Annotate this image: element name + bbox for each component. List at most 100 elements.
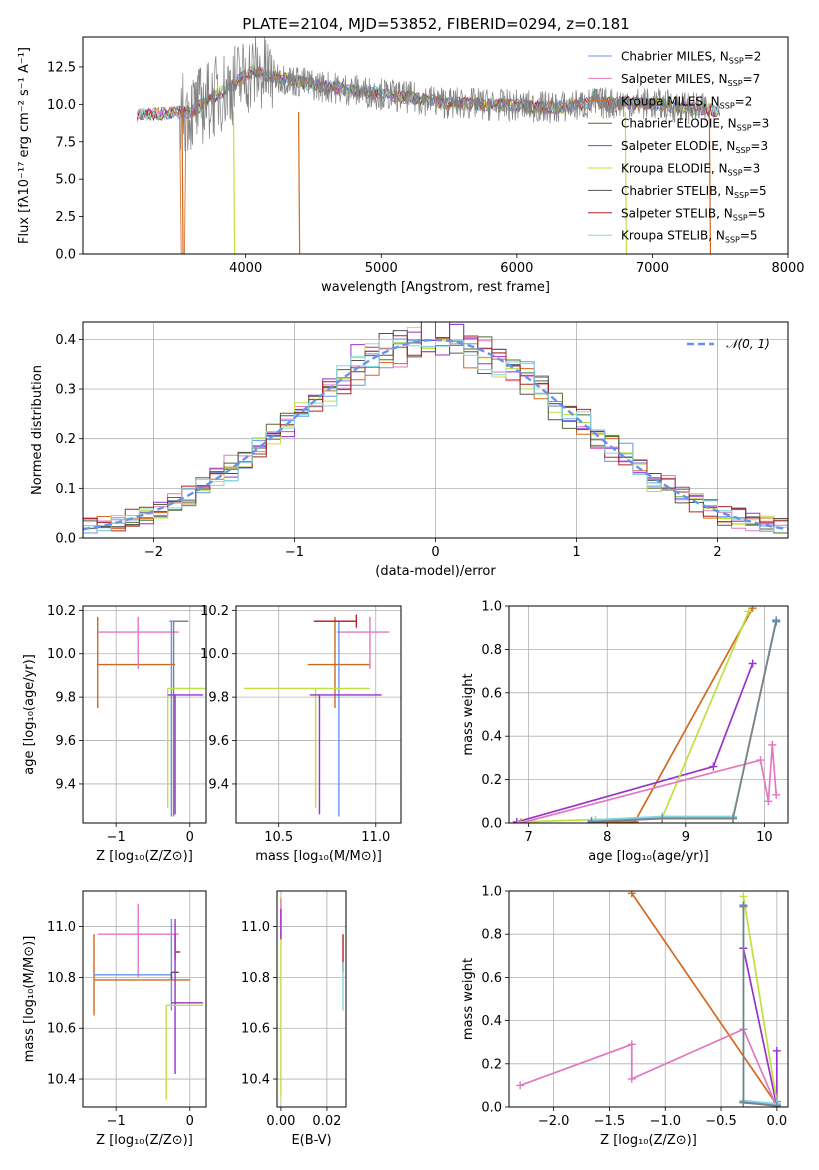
weight-marker [772,790,781,799]
y-tick-label: 10.4 [241,1073,270,1088]
y-tick-label: 5.0 [55,173,76,188]
spectrum-edge-line [624,111,627,254]
weight-lines [516,891,781,1107]
y-tick-label: 10.0 [47,647,76,662]
plot-frame [82,36,789,255]
x-tick-label: 0.02 [312,1114,341,1129]
spectrum-legend: Chabrier MILES, NSSP=2 Salpeter MILES, NS… [588,50,769,245]
weight-marker [627,1074,636,1083]
mass-vs-Z-panel: −1 0 10.4 10.6 10.8 11.0 Z [log₁₀(Z/Z⊙)] mass [… [22,890,207,1148]
x-tick-label: 8 [603,830,611,845]
x-tick-label: 5000 [365,261,398,276]
weight-marker [744,607,753,616]
x-axis-label: mass [log₁₀(M/M⊙)] [255,849,382,864]
y-tick-label: 0.2 [481,1057,502,1072]
y-tick-label: 9.8 [208,691,229,706]
weight-marker [709,762,718,771]
spectrum-edge-line [708,111,712,254]
y-tick-label: 10.2 [200,604,229,619]
weight-marker [772,1046,781,1055]
y-tick-label: 0.0 [55,248,76,263]
y-tick-label: 11.0 [47,920,76,935]
mass-vs-ebv-panel: 0.00 0.02 10.4 10.6 10.8 11.0 E(B-V) [241,890,347,1148]
legend-label: Salpeter MILES, NSSP=7 [621,72,760,88]
legend-label: Salpeter STELIB, NSSP=5 [621,206,765,222]
x-axis-label: wavelength [Angstrom, rest frame] [321,280,550,295]
legend-tail: =3 [750,139,768,153]
x-tick-label: 8000 [771,261,804,276]
legend-label: Chabrier MILES, NSSP=2 [621,50,761,66]
legend-tail: =5 [740,229,758,243]
y-axis-label: mass [log₁₀(M/M⊙)] [22,936,37,1063]
y-tick-label: 9.4 [55,777,76,792]
age-vs-mass-panel: 10.5 11.0 9.4 9.6 9.8 10.0 10.2 mass [log₁₀(M/M… [200,604,402,864]
legend-label: 𝒩(0, 1) [726,337,770,351]
y-axis-label: mass weight [461,673,476,755]
x-tick-label: 9 [682,830,690,845]
y-tick-label: 0.6 [481,971,502,986]
plot-frame [276,890,347,1108]
figure-title: PLATE=2104, MJD=53852, FIBERID=0294, z=0… [242,15,629,33]
y-tick-label: 10.2 [47,604,76,619]
errorbars [93,903,204,1100]
x-tick-label: −0.5 [705,1114,737,1129]
legend-label: Chabrier STELIB, NSSP=5 [621,184,767,200]
legend-subscript: SSP [728,169,743,178]
x-axis-label: Z [log₁₀(Z/Z⊙)] [600,1133,697,1148]
legend-label: Chabrier ELODIE, NSSP=3 [621,117,769,133]
spectrum-panel: 4000 5000 6000 7000 8000 0.0 2.5 5.0 7.5 10.0 12.5… [17,36,805,295]
y-tick-label: 0.4 [481,1014,502,1029]
weight-series-line [591,621,778,823]
x-tick-label: 0 [431,545,439,560]
legend-label: Kroupa STELIB, NSSP=5 [621,229,758,245]
spectrum-edge-line [297,111,301,254]
y-tick-label: 12.5 [47,60,76,75]
legend-subscript: SSP [729,57,744,66]
y-tick-label: 7.5 [55,135,76,150]
x-tick-label: −1 [285,545,304,560]
legend-subscript: SSP [720,101,735,110]
x-tick-label: 4000 [229,261,262,276]
spectrum-edge-line [232,111,236,254]
weight-series-line [631,892,778,1106]
y-tick-label: 0.0 [481,817,502,832]
weight-marker [772,617,781,626]
massweight-vs-age-panel: 7 8 9 10 0.0 0.2 0.4 0.6 0.8 1.0 age [log₁₀(age/yr… [461,600,789,864]
plot-frame [82,605,207,824]
x-tick-label: 6000 [500,261,533,276]
legend-subscript: SSP [725,236,740,245]
y-tick-label: 9.6 [208,734,229,749]
y-axis-label: Flux [fλ10⁻¹⁷ erg cm⁻² s⁻¹ A⁻¹] [17,47,32,244]
legend-subscript: SSP [735,146,750,155]
x-axis-label: Z [log₁₀(Z/Z⊙)] [96,1133,193,1148]
x-tick-label: −2 [144,545,163,560]
y-tick-label: 0.6 [481,686,502,701]
y-tick-label: 0.1 [55,482,76,497]
legend-label: Salpeter ELODIE, NSSP=3 [621,139,768,155]
legend-tail: =2 [735,94,753,108]
x-tick-label: 10 [756,830,773,845]
weight-marker [768,740,777,749]
y-tick-label: 0.8 [481,928,502,943]
y-tick-label: 10.0 [47,98,76,113]
plots-layer: 4000 5000 6000 7000 80000.02.55.07.510.012.5… [17,36,805,1148]
legend-tail: =3 [743,162,761,176]
normal-curve-line [83,338,788,531]
y-tick-label: 9.6 [55,734,76,749]
y-tick-label: 10.6 [241,1022,270,1037]
y-tick-label: 9.8 [55,691,76,706]
y-tick-label: 10.8 [47,971,76,986]
histogram-legend: 𝒩(0, 1) [687,337,770,351]
y-tick-label: 10.6 [47,1022,76,1037]
y-tick-label: 10.0 [200,647,229,662]
weight-marker [756,756,765,765]
weight-marker [627,1040,636,1049]
weight-marker [516,1081,525,1090]
x-tick-label: −1.0 [649,1114,681,1129]
plot-frame [82,321,789,539]
x-axis-label: Z [log₁₀(Z/Z⊙)] [96,849,193,864]
legend-tail: =2 [744,50,762,64]
y-tick-label: 10.4 [47,1073,76,1088]
weight-marker [587,817,596,823]
